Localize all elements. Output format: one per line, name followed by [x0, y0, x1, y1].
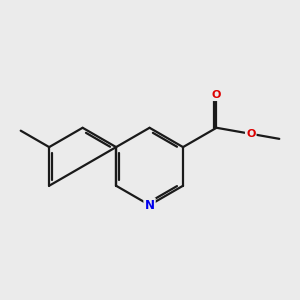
Text: O: O	[246, 129, 255, 139]
Text: N: N	[145, 199, 154, 212]
Text: O: O	[212, 90, 221, 100]
